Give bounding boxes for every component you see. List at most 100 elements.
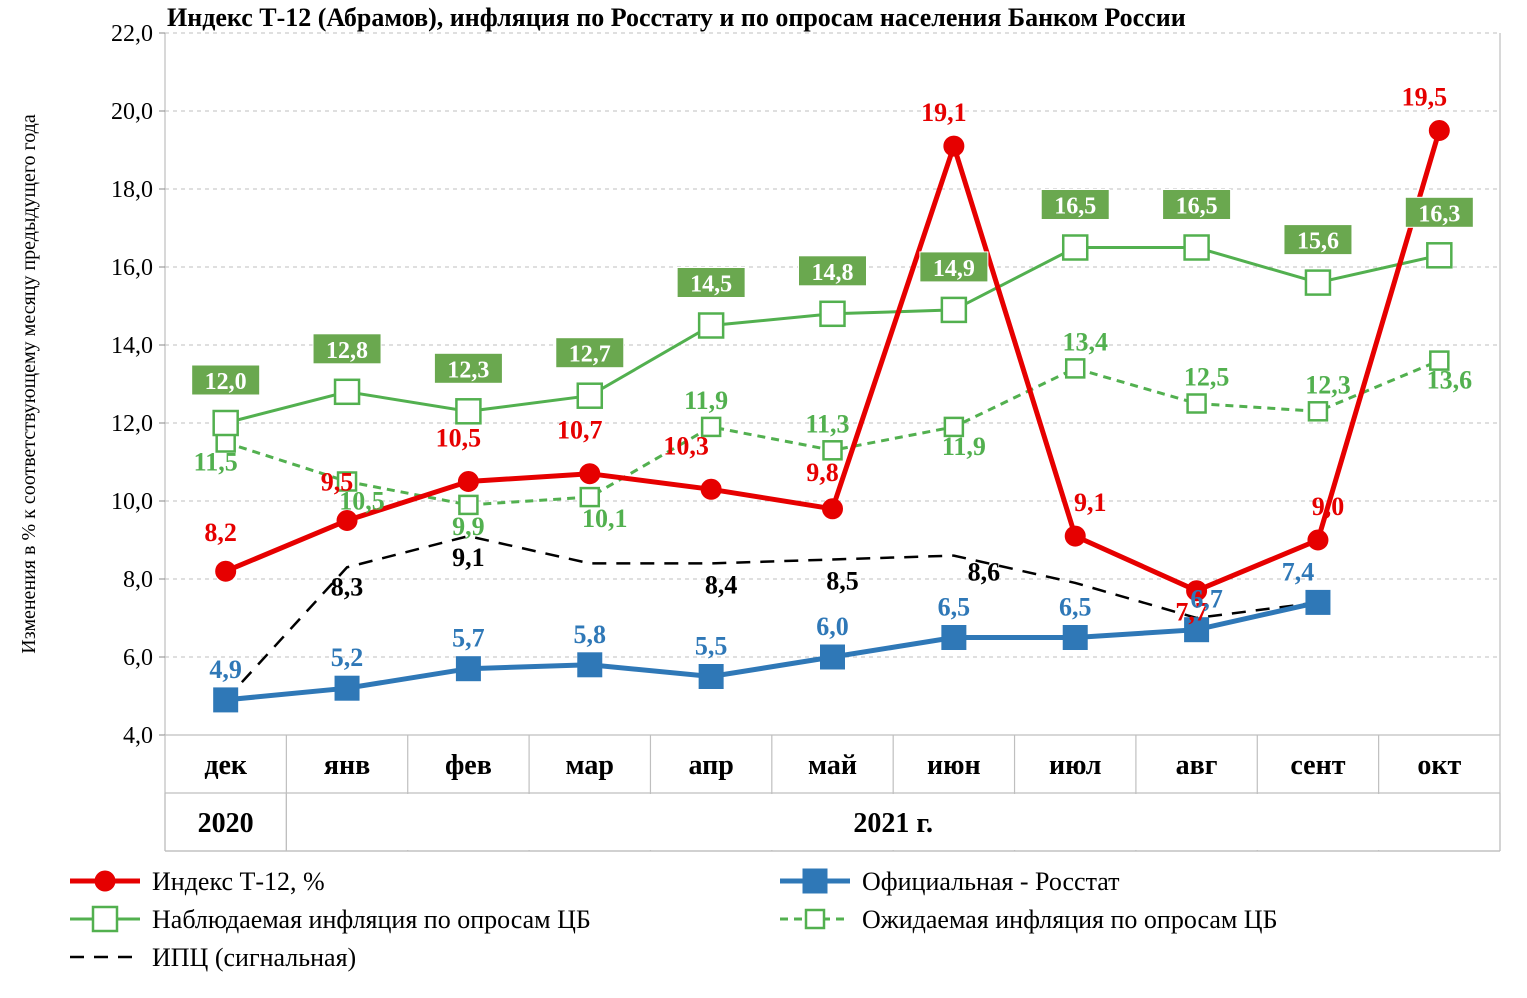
y-tick-label: 16,0 [111,255,153,281]
data-label-cpi: 8,4 [705,570,738,599]
data-label-rosstat: 4,9 [209,655,242,684]
data-label-expected: 11,5 [194,448,238,477]
chart-svg: Индекс Т-12 (Абрамов), инфляция по Росст… [0,0,1527,998]
x-year-label: 2021 г. [853,808,933,839]
x-category-label: фев [445,750,492,781]
legend-label: Ожидаемая инфляция по опросам ЦБ [862,905,1278,934]
y-tick-label: 22,0 [111,21,153,47]
data-label-t12: 8,2 [204,518,237,547]
marker [578,653,602,677]
data-label-expected: 10,1 [582,504,628,533]
data-label-t12: 19,5 [1402,83,1448,112]
data-label-expected: 11,9 [942,432,986,461]
data-label-t12: 9,0 [1312,492,1345,521]
data-label: 14,8 [812,260,854,286]
marker [214,411,238,435]
chart-container: Индекс Т-12 (Абрамов), инфляция по Росст… [0,0,1527,998]
data-label-t12: 9,8 [806,458,839,487]
marker [942,298,966,322]
marker [335,380,359,404]
marker [944,136,964,156]
x-category-label: июл [1049,750,1102,781]
data-label-rosstat: 6,0 [816,612,849,641]
marker [1063,626,1087,650]
data-label-t12: 10,3 [663,431,709,460]
data-label-rosstat: 5,7 [452,624,485,653]
data-label: 15,6 [1297,229,1339,255]
y-tick-label: 6,0 [123,645,153,671]
x-category-label: янв [324,750,370,781]
marker [95,871,115,891]
data-label: 12,0 [205,369,247,395]
marker [216,561,236,581]
marker [1063,236,1087,260]
y-tick-label: 18,0 [111,177,153,203]
marker [1185,236,1209,260]
data-label: 12,3 [447,357,489,383]
marker [214,688,238,712]
x-category-label: авг [1176,750,1218,781]
data-label: 14,9 [933,256,975,282]
data-label-expected: 13,4 [1062,327,1108,356]
data-label: 16,5 [1054,194,1096,220]
marker [335,676,359,700]
data-label-rosstat: 5,5 [695,632,728,661]
x-category-label: сент [1290,750,1345,781]
data-label-t12: 10,7 [557,416,603,445]
y-tick-label: 10,0 [111,489,153,515]
marker [456,399,480,423]
legend-label: ИПЦ (сигнальная) [152,943,356,972]
data-label-expected: 11,3 [805,409,849,438]
y-tick-label: 14,0 [111,333,153,359]
x-year-label: 2020 [198,808,254,839]
marker [699,314,723,338]
x-category-label: мар [566,750,614,781]
data-label-cpi: 8,6 [968,558,1001,587]
marker [1188,395,1206,413]
y-axis-title: Изменения в % к соответствующему месяцу … [18,114,40,654]
marker [824,441,842,459]
legend-label: Официальная - Росстат [862,867,1120,896]
marker [1429,121,1449,141]
x-category-label: дек [204,750,248,781]
marker [580,464,600,484]
data-label-t12: 10,5 [436,424,482,453]
data-label-rosstat: 7,4 [1282,557,1315,586]
data-label-t12: 19,1 [921,98,967,127]
legend-label: Индекс Т-12, % [152,867,325,896]
marker [1306,590,1330,614]
marker [578,384,602,408]
marker [93,907,117,931]
y-tick-label: 4,0 [123,723,153,749]
data-label-expected: 9,9 [452,512,485,541]
data-label-cpi: 9,1 [452,543,485,572]
marker [458,472,478,492]
y-tick-label: 20,0 [111,99,153,125]
data-label-rosstat: 6,5 [938,593,971,622]
marker [823,499,843,519]
marker [1065,526,1085,546]
x-category-label: апр [688,750,733,781]
data-label-t12: 9,1 [1074,488,1107,517]
data-label-expected: 10,5 [339,487,385,516]
data-label: 16,5 [1176,194,1218,220]
data-label-expected: 11,9 [684,386,728,415]
data-label-cpi: 8,5 [826,567,859,596]
marker [1308,530,1328,550]
marker [699,665,723,689]
marker [701,479,721,499]
data-label-rosstat: 6,7 [1190,585,1223,614]
data-label: 12,8 [326,338,368,364]
marker [1427,243,1451,267]
data-label-expected: 13,6 [1427,366,1473,395]
data-label: 16,3 [1418,201,1460,227]
x-category-label: окт [1417,750,1461,781]
data-label: 14,5 [690,272,732,298]
marker [456,657,480,681]
marker [821,302,845,326]
marker [1066,359,1084,377]
data-label-expected: 12,5 [1184,363,1230,392]
marker [803,869,827,893]
x-category-label: май [808,750,857,781]
data-label: 12,7 [569,342,611,368]
